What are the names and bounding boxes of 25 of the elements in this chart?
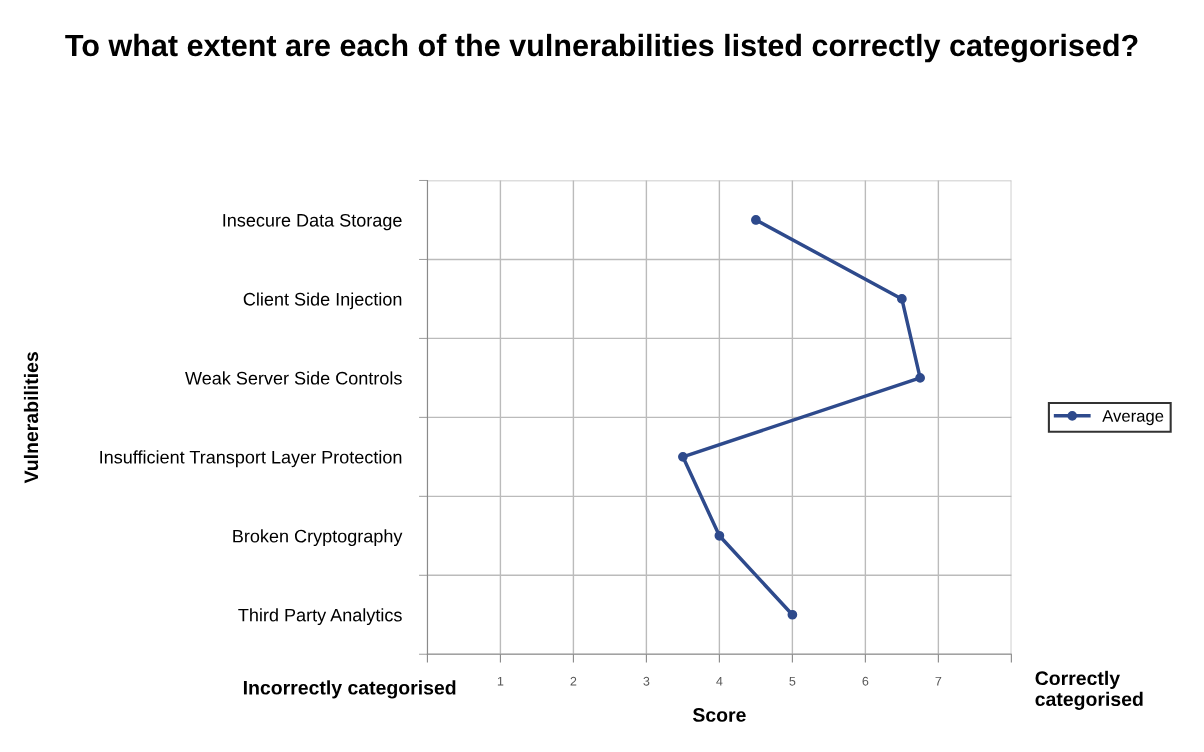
- x-tick-label: 7: [935, 676, 942, 686]
- text: Correctly categorised: [1035, 670, 1143, 710]
- x-tick-label: 5: [789, 676, 796, 686]
- point: [714, 530, 725, 541]
- y-tick-label: Broken Cryptography: [233, 529, 403, 547]
- y-axis-title: Vulnerabilities: [23, 352, 39, 484]
- point: [751, 215, 761, 225]
- text: Incorrectly categorised: [243, 680, 456, 699]
- x-tick-label: 2: [570, 676, 577, 686]
- y-tick-label: Weak Server Side Controls: [185, 371, 402, 385]
- x-tick-label: 4: [716, 676, 723, 686]
- chart-title: To what extent are each of the vulnerabilities listed correctly categorised?: [65, 33, 1138, 63]
- point: [787, 609, 798, 620]
- y-tick-label: Insufficient Transport Layer Protection: [100, 450, 402, 468]
- x-tick-label: 6: [862, 676, 869, 686]
- x-tick-label: 3: [643, 676, 650, 686]
- point: [897, 294, 907, 304]
- x-tick-label: 1: [497, 676, 504, 686]
- y-tick-label: Client Side Injection: [243, 292, 402, 310]
- point: [678, 451, 688, 462]
- point: [915, 373, 925, 383]
- x-axis-title: Score: [692, 708, 746, 722]
- y-tick-label: Insecure Data Storage: [223, 213, 402, 231]
- y-tick-label: Third Party Analytics: [238, 608, 402, 626]
- legend-label: Average: [1102, 410, 1164, 426]
